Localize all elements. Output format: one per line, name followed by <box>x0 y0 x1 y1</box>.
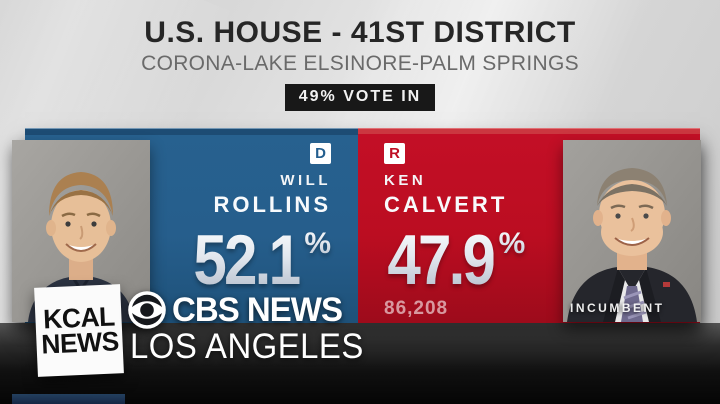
vote-percent: 52.1 % <box>190 225 331 295</box>
party-badge-d: D <box>310 143 331 164</box>
vote-percent: 47.9 % <box>384 225 526 295</box>
cbs-eye-icon <box>128 291 166 329</box>
percent-value: 47.9 <box>387 220 496 300</box>
vote-in-badge: 49% VOTE IN <box>284 84 436 111</box>
candidate-republican: R KEN CALVERT 47.9 % 86,208 <box>384 143 684 320</box>
cbs-news-logo: CBS NEWS LOS ANGELES <box>127 290 379 367</box>
kcal-logo-line2: NEWS <box>40 325 119 360</box>
cbs-market-wordmark: LOS ANGELES <box>130 327 364 366</box>
candidate-first-name: WILL <box>280 172 331 189</box>
percent-sign: % <box>498 227 526 260</box>
candidate-last-name: ROLLINS <box>213 192 331 217</box>
race-subtitle: CORONA-LAKE ELSINORE-PALM SPRINGS <box>141 52 579 75</box>
incumbent-label: INCUMBENT <box>570 301 665 315</box>
race-header: U.S. HOUSE - 41ST DISTRICT CORONA-LAKE E… <box>0 16 720 111</box>
cbs-news-wordmark: CBS NEWS <box>172 290 343 329</box>
vote-count: 86,208 <box>384 298 449 319</box>
candidate-last-name: CALVERT <box>384 192 508 217</box>
percent-value: 52.1 <box>193 220 302 300</box>
party-badge-r: R <box>384 143 405 164</box>
candidate-democrat: D WILL ROLLINS 52.1 % <box>25 143 331 295</box>
kcal-news-logo: KCAL NEWS <box>34 284 124 377</box>
percent-sign: % <box>304 227 331 260</box>
calvert-portrait-illustration <box>563 140 701 322</box>
race-title: U.S. HOUSE - 41ST DISTRICT <box>144 16 576 49</box>
candidate-first-name: KEN <box>384 172 427 189</box>
ticker-edge <box>12 394 125 404</box>
photo-ken-calvert <box>563 140 701 322</box>
